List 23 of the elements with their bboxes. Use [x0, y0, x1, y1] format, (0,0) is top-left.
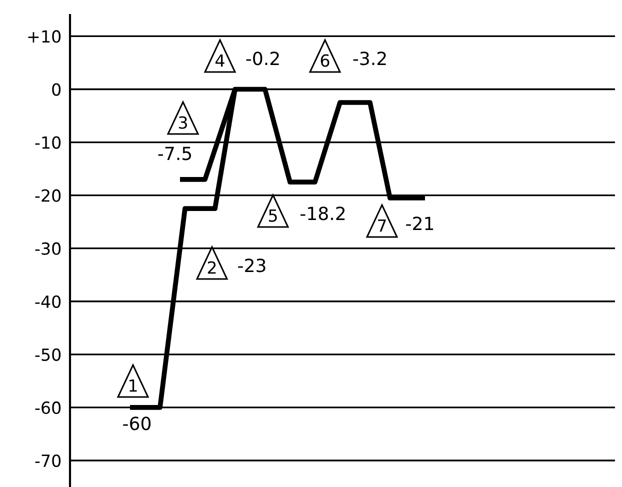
annotation: -0.2	[246, 52, 279, 66]
y-tick-label: 0	[52, 83, 61, 96]
y-tick-label: -40	[35, 295, 61, 308]
annotation: 7	[378, 219, 386, 232]
y-tick-label: +10	[28, 30, 61, 43]
annotation: -18.2	[300, 206, 345, 220]
y-tick-label: -60	[35, 401, 61, 414]
annotation: 6	[320, 54, 330, 67]
y-tick-label: -50	[35, 348, 61, 361]
y-tick-label: -70	[35, 454, 61, 468]
annotation: -23	[238, 258, 266, 272]
annotation: -7.5	[158, 146, 192, 160]
y-tick-label: -10	[35, 136, 61, 149]
annotation: -3.2	[353, 52, 386, 66]
y-tick-label: -20	[35, 189, 61, 202]
annotation: 4	[216, 54, 224, 67]
annotation: -60	[123, 416, 151, 430]
annotation: 5	[268, 209, 277, 222]
annotation: 1	[130, 379, 137, 392]
annotation: -21	[406, 216, 434, 230]
annotation: 2	[208, 261, 216, 274]
y-tick-label: -30	[35, 242, 61, 255]
annotation: 3	[178, 116, 187, 129]
